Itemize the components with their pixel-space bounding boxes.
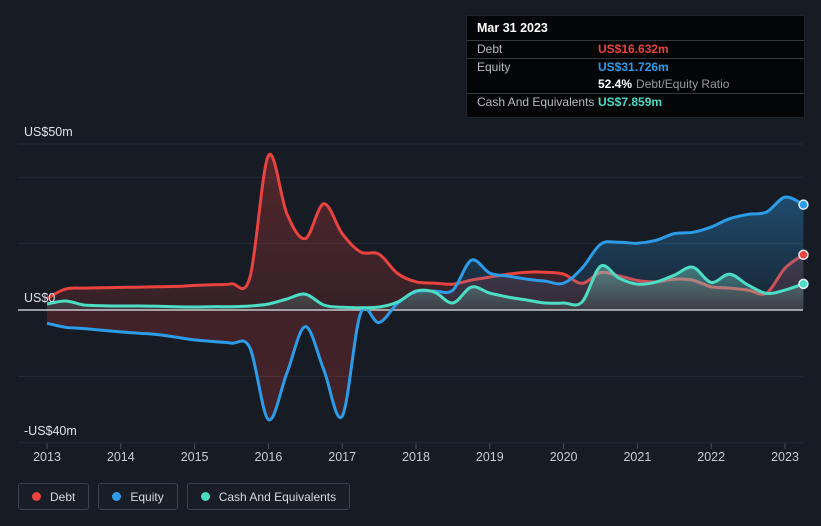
chart-legend: Debt Equity Cash And Equivalents: [18, 483, 351, 510]
y-axis-label: -US$40m: [24, 424, 77, 438]
series-end-dot[interactable]: [798, 278, 809, 290]
tooltip-equity-label: Equity: [477, 60, 511, 74]
x-axis-year-label: 2019: [476, 450, 504, 464]
series-end-dot[interactable]: [798, 249, 809, 261]
cash-color-dot: [200, 492, 210, 501]
tooltip-row-cash: Cash And Equivalents US$7.859m: [467, 94, 804, 111]
tooltip-cash-value: US$7.859m: [598, 95, 663, 109]
tooltip-equity-value: US$31.726m: [598, 60, 669, 74]
tooltip-row-debt: Debt US$16.632m: [467, 41, 804, 59]
x-axis-year-label: 2021: [623, 450, 651, 464]
legend-item-cash[interactable]: Cash And Equivalents: [186, 483, 351, 510]
debt-color-dot: [32, 492, 41, 501]
tooltip-date: Mar 31 2023: [467, 17, 804, 41]
x-axis-year-label: 2013: [33, 450, 61, 464]
legend-debt-label: Debt: [50, 489, 76, 504]
equity-color-dot: [112, 492, 122, 501]
tooltip-debt-label: Debt: [477, 42, 503, 56]
x-axis-year-label: 2017: [328, 450, 356, 464]
chart-tooltip: Mar 31 2023 Debt US$16.632m Equity US$31…: [466, 15, 805, 118]
tooltip-row-equity: Equity US$31.726m: [467, 59, 804, 76]
x-axis-year-label: 2015: [181, 450, 209, 464]
equity-negative-area: [47, 310, 804, 420]
legend-item-debt[interactable]: Debt: [18, 483, 90, 510]
x-axis-year-label: 2014: [107, 450, 135, 464]
legend-item-equity[interactable]: Equity: [98, 483, 178, 510]
y-axis-label: US$50m: [24, 125, 73, 139]
x-axis-year-label: 2022: [697, 450, 725, 464]
tooltip-debt-value: US$16.632m: [598, 42, 669, 56]
legend-cash-label: Cash And Equivalents: [218, 489, 337, 504]
x-axis-year-label: 2018: [402, 450, 430, 464]
cash-area: [47, 265, 804, 310]
tooltip-ratio-value: 52.4%: [598, 77, 633, 91]
y-axis-label: US$0: [24, 291, 55, 305]
legend-equity-label: Equity: [130, 489, 164, 504]
cash-line: [46, 263, 804, 310]
x-axis-year-label: 2016: [254, 450, 282, 464]
tooltip-ratio-label: Debt/Equity Ratio: [636, 77, 730, 91]
tooltip-row-ratio: 52.4% Debt/Equity Ratio: [467, 76, 804, 94]
x-axis-year-label: 2023: [771, 450, 799, 464]
series-end-dot[interactable]: [798, 199, 809, 210]
x-axis-year-label: 2020: [550, 450, 578, 464]
tooltip-cash-label: Cash And Equivalents: [477, 95, 595, 109]
